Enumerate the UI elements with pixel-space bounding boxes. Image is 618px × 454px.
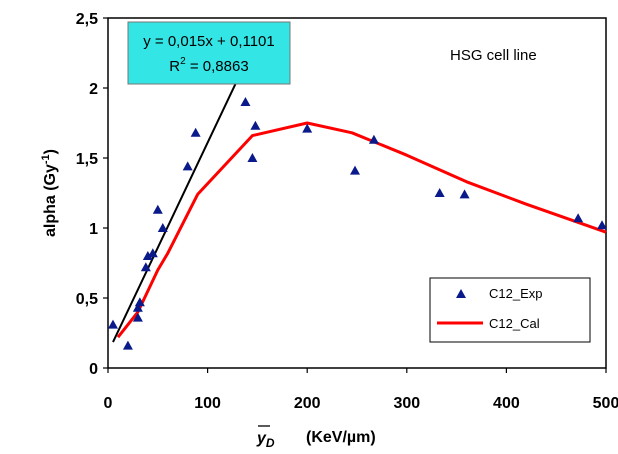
c12-exp-point [132,312,143,322]
c12-exp-point [190,127,201,137]
x-tick-label: 500 [593,395,618,412]
equation-box-background [127,21,291,85]
c12-exp-point [134,297,145,307]
x-tick-label: 0 [104,395,113,412]
x-axis-title: yD (KeV/µm) [256,425,376,450]
x-tick-label: 400 [493,395,520,412]
legend-label-c12-exp: C12_Exp [489,286,542,301]
r-squared-text: R2 = 0,8863 [169,56,248,75]
x-tick-label: 100 [194,395,221,412]
c12-exp-point [240,97,251,106]
y-tick-label: 1,5 [76,151,98,168]
c12-exp-point [434,188,445,197]
experimental-points-layer [107,97,608,350]
c12-exp-point [182,161,193,171]
x-axis-title-symbol: yD [256,430,275,450]
y-tick-label: 0 [89,361,98,378]
x-tick-labels: 0 100 200 300 400 500 [104,368,618,412]
c12-cal-line [116,121,607,339]
legend-label-c12-cal: C12_Cal [489,316,540,331]
calculated-line-layer [116,121,607,339]
c12-exp-point [142,251,153,260]
linear-fit-line [112,72,242,343]
c12-exp-point [459,189,470,199]
c12-exp-point [132,302,143,312]
y-tick-label: 2,5 [76,11,98,28]
regression-line-layer [112,72,242,343]
y-tick-label: 2 [89,81,98,98]
y-tick-label: 1 [89,221,98,238]
x-tick-label: 200 [294,395,321,412]
c12-exp-point [107,319,118,329]
c12-exp-point [152,204,163,214]
legend-box [429,277,591,343]
c12-exp-point [350,165,361,175]
c12-exp-point [597,220,608,230]
c12-exp-point [122,340,133,350]
x-axis-title-unit: (KeV/µm) [306,429,376,446]
legend-marker-c12-exp [456,289,466,298]
equation-text: y = 0,015x + 0,1101 [143,33,275,50]
legend: C12_Exp C12_Cal [429,277,591,343]
c12-exp-point [157,223,168,232]
c12-exp-point [368,134,379,144]
equation-box: y = 0,015x + 0,1101 R2 = 0,8863 [127,21,291,85]
y-tick-label: 0,5 [76,291,98,308]
y-tick-labels: 0 0,5 1 1,5 2 2,5 [76,11,108,378]
y-axis-title: alpha (Gy-1) [40,149,59,237]
c12-exp-point [147,248,158,258]
c12-exp-point [573,213,584,223]
c12-exp-point [302,123,313,133]
x-tick-label: 300 [393,395,420,412]
cell-line-annotation: HSG cell line [450,47,537,64]
c12-exp-point [250,120,261,130]
c12-exp-point [247,153,258,162]
plot-frame [107,17,607,369]
c12-exp-point [140,262,151,272]
